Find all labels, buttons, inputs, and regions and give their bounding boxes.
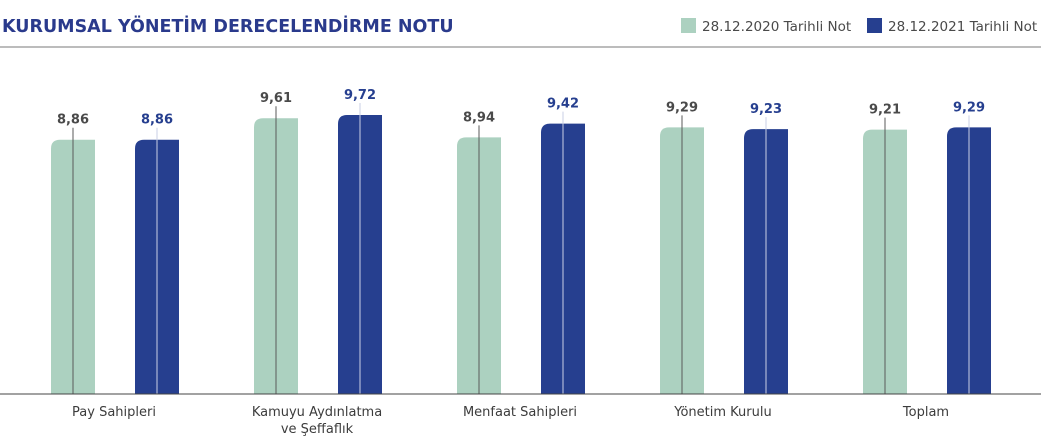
value-label-s1-c4: 9,29 <box>666 100 698 115</box>
value-label-s2-c1: 8,86 <box>141 113 173 128</box>
value-label-s1-c5: 9,21 <box>869 103 901 118</box>
category-label-2-line1: Kamuyu Aydınlatma <box>252 405 382 420</box>
value-label-s1-c3: 8,94 <box>463 110 495 125</box>
legend-swatch-1 <box>681 18 696 33</box>
value-label-s2-c3: 9,42 <box>547 97 579 112</box>
category-label-2-line2: ve Şeffaflık <box>281 422 354 437</box>
legend-label-1: 28.12.2020 Tarihli Not <box>702 19 851 35</box>
plot-area: 8,86 8,86 Pay Sahipleri 9,61 9,72 Kamuyu Aydı… <box>51 88 991 437</box>
category-label-4: Yönetim Kurulu <box>673 405 771 420</box>
category-label-5: Toplam <box>902 405 949 420</box>
legend: 28.12.2020 Tarihli Not 28.12.2021 Tarihli… <box>681 18 1037 35</box>
legend-swatch-2 <box>867 18 882 33</box>
value-label-s1-c1: 8,86 <box>57 113 89 128</box>
category-label-1: Pay Sahipleri <box>72 405 156 420</box>
legend-label-2: 28.12.2021 Tarihli Not <box>888 19 1037 35</box>
value-label-s2-c5: 9,29 <box>953 100 985 115</box>
chart-title: KURUMSAL YÖNETİM DERECELENDİRME NOTU <box>2 15 454 37</box>
value-label-s2-c4: 9,23 <box>750 102 782 117</box>
value-label-s1-c2: 9,61 <box>260 91 292 106</box>
category-label-3: Menfaat Sahipleri <box>463 405 577 420</box>
value-label-s2-c2: 9,72 <box>344 88 376 103</box>
